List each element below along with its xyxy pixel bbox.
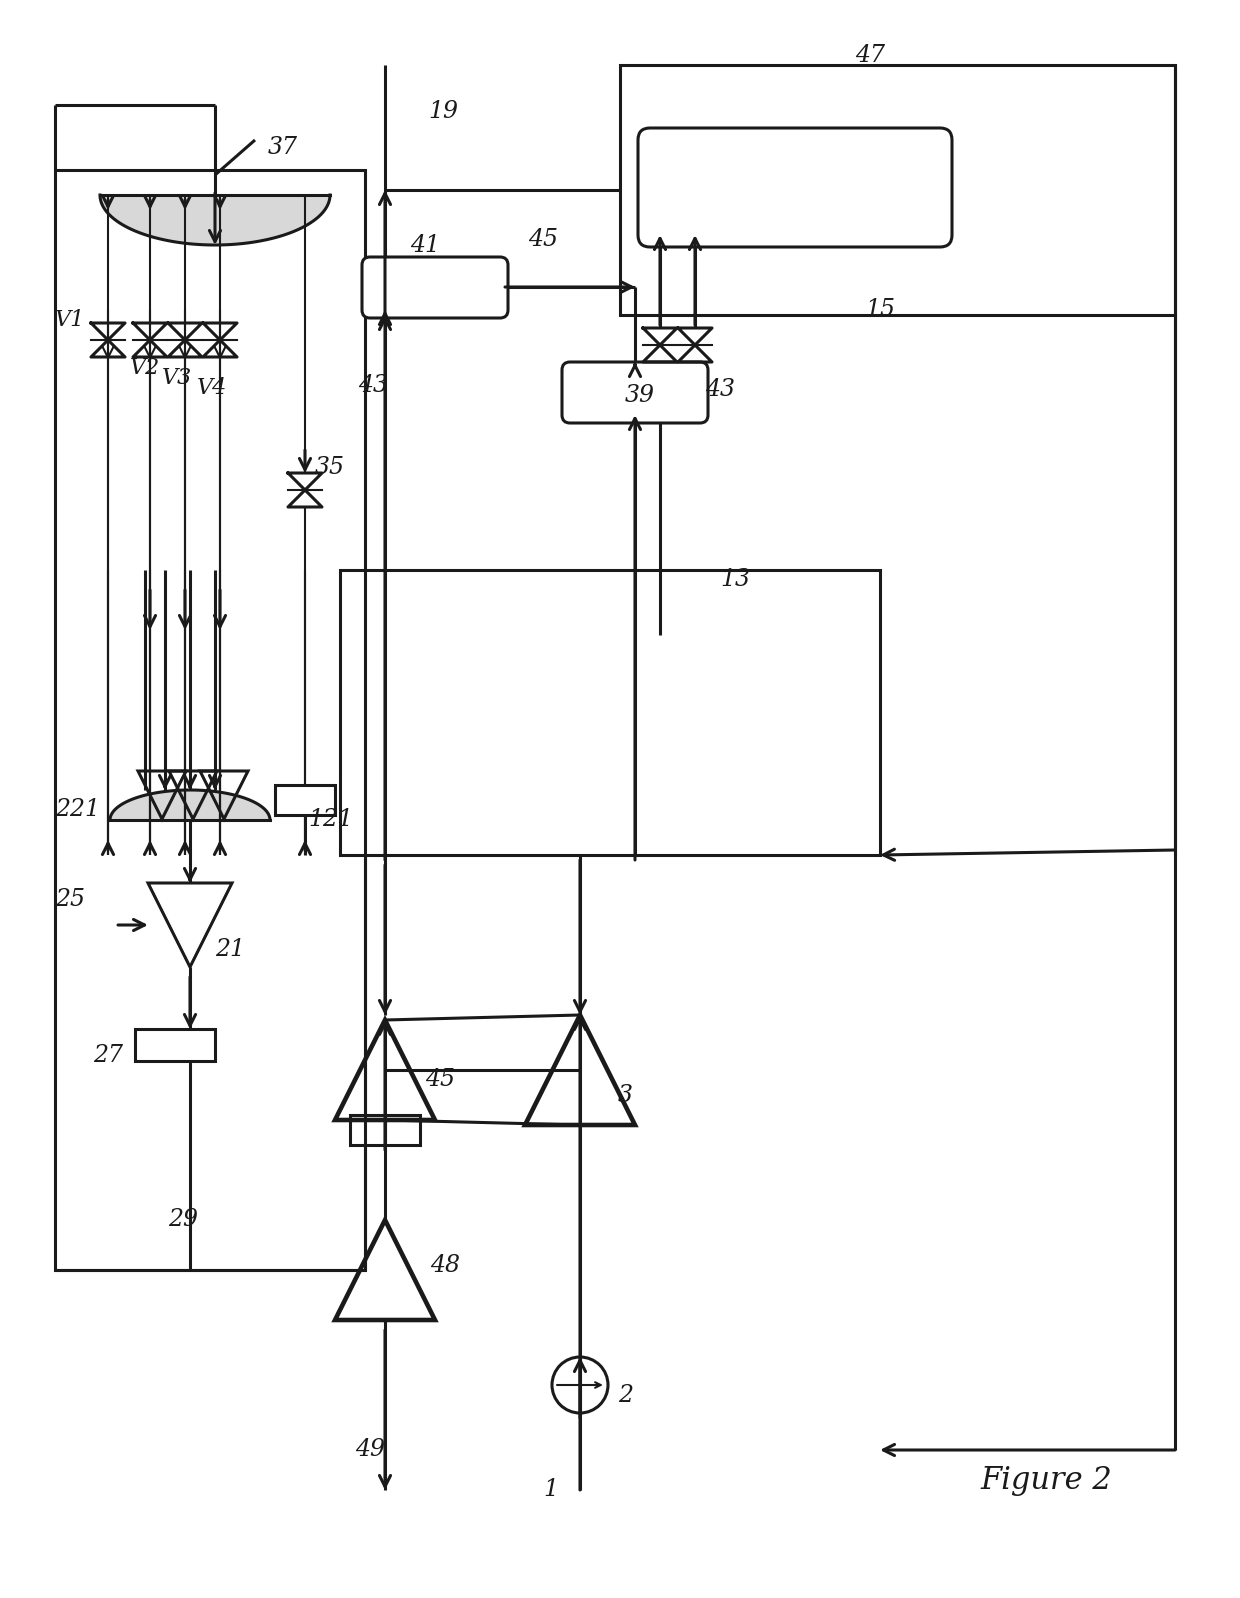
Text: V4: V4 [197, 377, 227, 400]
Text: V2: V2 [130, 356, 160, 379]
Text: 15: 15 [866, 299, 895, 321]
Text: 49: 49 [355, 1438, 384, 1462]
FancyBboxPatch shape [562, 363, 708, 423]
Text: Figure 2: Figure 2 [980, 1464, 1112, 1496]
Text: 27: 27 [93, 1043, 123, 1066]
Text: 29: 29 [167, 1208, 198, 1232]
Bar [55, 169, 365, 1270]
Text: 19: 19 [428, 101, 458, 123]
Text: 47: 47 [856, 43, 885, 67]
Text: 45: 45 [528, 229, 558, 251]
Text: 37: 37 [268, 136, 298, 160]
Bar [340, 570, 880, 855]
Bar [620, 66, 1176, 315]
Text: 48: 48 [430, 1253, 460, 1277]
Text: 35: 35 [315, 457, 345, 479]
Text: 221: 221 [55, 799, 100, 821]
Text: 45: 45 [425, 1069, 455, 1091]
Bar [135, 1029, 215, 1061]
Text: 43: 43 [358, 374, 388, 396]
Bar [275, 785, 335, 815]
Text: 21: 21 [215, 938, 246, 962]
FancyBboxPatch shape [639, 128, 952, 248]
FancyBboxPatch shape [362, 257, 508, 318]
Text: 39: 39 [625, 384, 655, 406]
Text: V3: V3 [162, 368, 192, 388]
Text: 41: 41 [410, 233, 440, 257]
Text: 25: 25 [55, 888, 86, 911]
Text: 13: 13 [720, 569, 750, 591]
Text: 3: 3 [618, 1083, 632, 1106]
Text: 2: 2 [618, 1384, 632, 1406]
Text: 121: 121 [308, 809, 353, 831]
Text: V1: V1 [55, 308, 86, 331]
Text: 43: 43 [706, 379, 735, 401]
Polygon shape [100, 195, 330, 244]
Text: 1: 1 [543, 1478, 558, 1502]
Polygon shape [110, 789, 270, 820]
Bar [350, 1115, 420, 1146]
